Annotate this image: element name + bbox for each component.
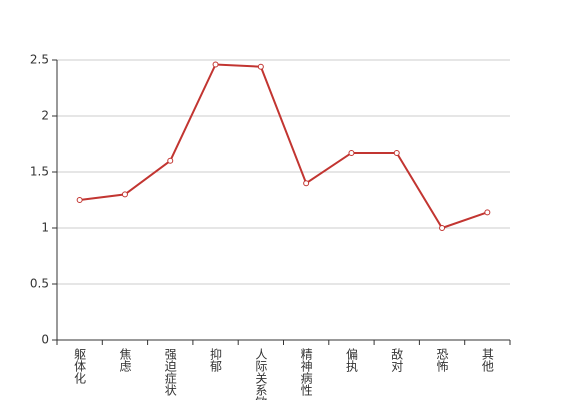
point	[167, 157, 174, 164]
y-tick-label: 1.5	[30, 165, 49, 179]
point	[212, 61, 219, 68]
y-tick-label: 0	[41, 333, 49, 347]
point	[303, 180, 310, 187]
point	[257, 63, 264, 70]
y-tick-label: 0.5	[30, 277, 49, 291]
point	[121, 191, 128, 198]
x-tick-label: 恐怖	[435, 348, 449, 372]
x-tick-label: 敌对	[390, 347, 404, 372]
point	[393, 149, 400, 156]
point	[484, 209, 491, 216]
x-tick-label: 其他	[480, 348, 494, 372]
x-tick-label: 焦虑	[118, 348, 132, 372]
x-tick-label: 精神病性	[299, 348, 313, 397]
x-tick-label: 偏执	[344, 347, 358, 373]
point	[439, 225, 446, 231]
y-tick-label: 2	[41, 109, 49, 123]
line	[79, 63, 488, 230]
x-tick-label: 抑郁	[209, 347, 223, 373]
x-tick-label: 强迫症状	[163, 348, 177, 396]
y-tick-label: 2.5	[30, 53, 49, 67]
x-tick-label: 躯体化	[73, 347, 87, 385]
x-tick-label: 人际关系敏感	[254, 348, 268, 400]
point	[76, 197, 83, 203]
y-tick-label: 1	[41, 221, 49, 235]
point	[348, 149, 355, 156]
